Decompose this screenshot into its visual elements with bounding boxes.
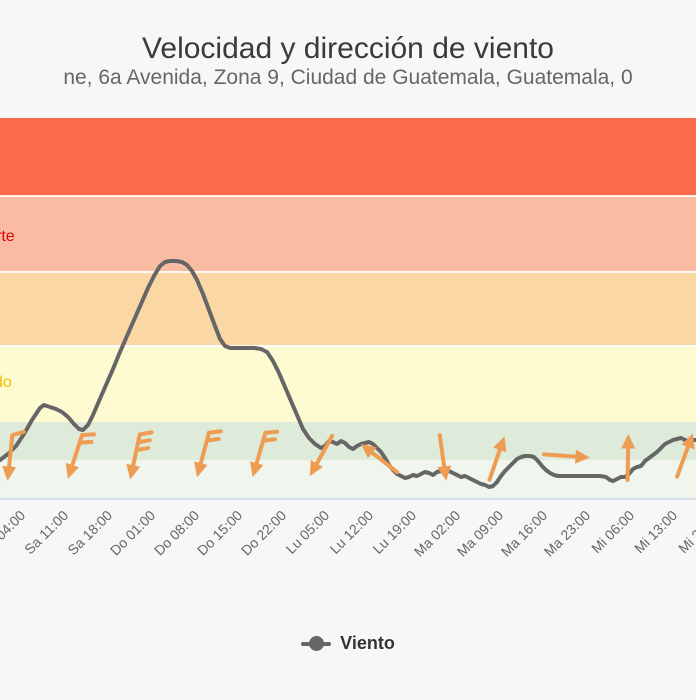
chart-title: Velocidad y dirección de viento xyxy=(142,32,554,66)
plot-band-label-fuerte: rte xyxy=(0,228,15,245)
plot-band-label-moderado: do xyxy=(0,374,12,391)
wind-direction-arrow xyxy=(249,429,280,478)
wind-direction-arrow xyxy=(360,443,400,475)
plot-band xyxy=(0,422,696,460)
wind-direction-arrow xyxy=(487,436,507,482)
wind-direction-arrow xyxy=(65,432,96,479)
wind-direction-arrow xyxy=(126,430,154,480)
plot-band xyxy=(0,196,696,272)
wind-direction-arrow xyxy=(675,433,695,479)
legend-label: Viento xyxy=(340,633,395,653)
plot-band xyxy=(0,460,696,499)
wind-direction-arrow xyxy=(542,449,590,464)
line-with-dot-icon xyxy=(301,635,332,653)
wind-direction-arrow xyxy=(309,433,335,477)
wind-direction-arrow xyxy=(437,433,452,481)
wind-direction-arrow xyxy=(194,429,223,478)
chart-subtitle: ne, 6a Avenida, Zona 9, Ciudad de Guatem… xyxy=(63,66,633,89)
wind-direction-arrow xyxy=(621,434,636,482)
legend: Viento xyxy=(0,633,696,654)
plot-band xyxy=(0,272,696,346)
wind-direction-arrow xyxy=(2,429,26,481)
legend-item-viento[interactable]: Viento xyxy=(301,633,395,654)
plot-band xyxy=(0,118,696,196)
